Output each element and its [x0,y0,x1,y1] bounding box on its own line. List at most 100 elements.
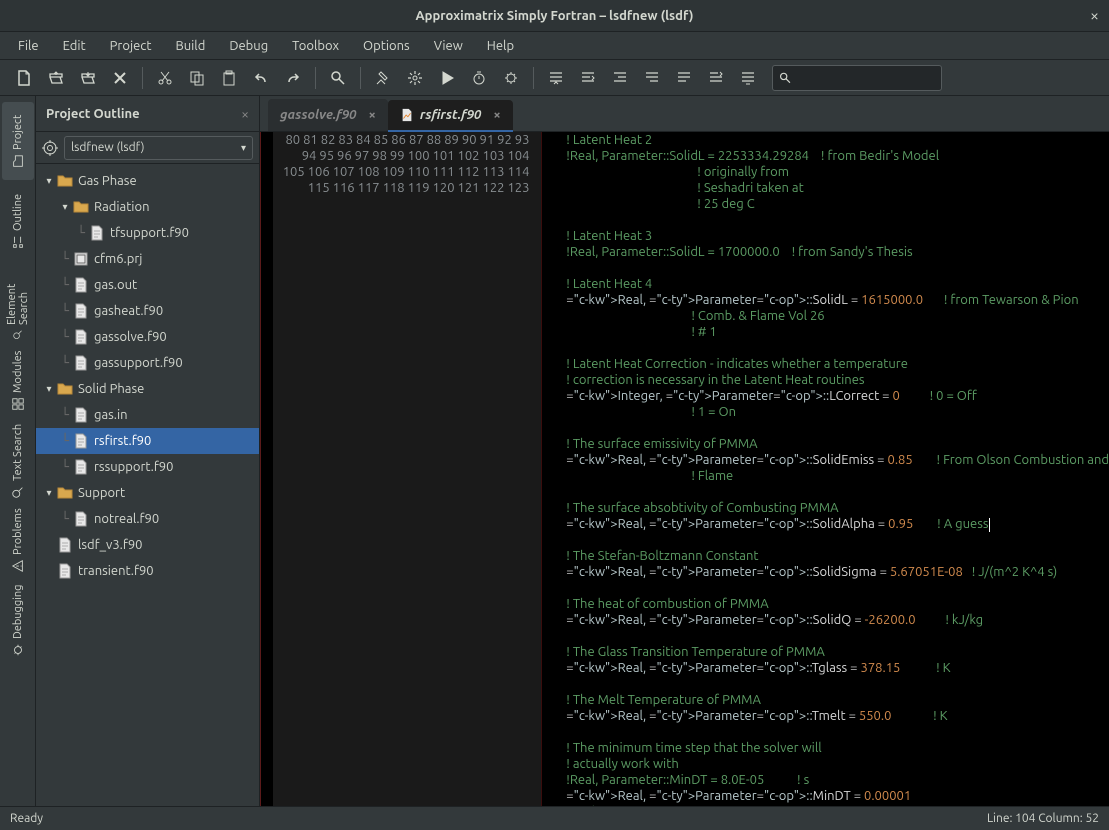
tree-file[interactable]: └gas.in [36,402,259,428]
tree-file[interactable]: transient.f90 [36,558,259,584]
project-select-label: lsdfnew (lsdf) [71,141,144,154]
menu-file[interactable]: File [8,36,49,56]
undo-button[interactable] [245,64,277,92]
project-select[interactable]: lsdfnew (lsdf) ▾ [64,136,253,160]
tree-label: Radiation [94,200,150,214]
tree-label: gasheat.f90 [94,304,163,318]
run-button[interactable] [431,64,463,92]
file-icon [72,250,90,268]
tree-file[interactable]: └tfsupport.f90 [36,220,259,246]
file-icon [72,302,90,320]
open-button[interactable] [40,64,72,92]
rail-tab-element-search[interactable]: Element Search [2,262,34,340]
menu-view[interactable]: View [424,36,473,56]
menu-options[interactable]: Options [353,36,420,56]
file-icon [72,432,90,450]
leftrail: ProjectOutlineElement SearchModulesText … [0,96,36,806]
rail-tab-text-search[interactable]: Text Search [2,422,34,500]
menu-toolbox[interactable]: Toolbox [282,36,349,56]
toolbar-search-input[interactable] [796,71,935,85]
tree-folder[interactable]: ▾Solid Phase [36,376,259,402]
tab-close-icon[interactable]: × [369,108,376,122]
tree-label: tfsupport.f90 [110,226,189,240]
tree-label: rssupport.f90 [94,460,173,474]
editor-tabs: gassolve.f90×rsfirst.f90× [260,96,1109,132]
tree-file[interactable]: └gassolve.f90 [36,324,259,350]
indent-5-button[interactable] [668,64,700,92]
folder-icon [72,198,90,216]
tab-close-icon[interactable]: × [493,108,500,122]
status-right: Line: 104 Column: 52 [987,812,1099,825]
tree-file[interactable]: └notreal.f90 [36,506,259,532]
debug-button[interactable] [495,64,527,92]
rail-tab-outline[interactable]: Outline [2,182,34,260]
file-icon [72,510,90,528]
tree-label: gas.out [94,278,137,292]
close-tab-button[interactable] [104,64,136,92]
menu-debug[interactable]: Debug [219,36,278,56]
tree-label: lsdf_v3.f90 [78,538,142,552]
toolbar-search[interactable] [772,65,942,91]
code-area[interactable]: 80 81 82 83 84 85 86 87 88 89 90 91 92 9… [260,132,1109,806]
rail-tab-project[interactable]: Project [2,102,34,180]
tree-file[interactable]: └rssupport.f90 [36,454,259,480]
file-icon [72,406,90,424]
editor-tab[interactable]: gassolve.f90× [268,99,388,131]
menu-build[interactable]: Build [165,36,215,56]
window-title: Approximatrix Simply Fortran – lsdfnew (… [416,9,694,23]
clean-button[interactable] [367,64,399,92]
paste-button[interactable] [213,64,245,92]
rail-tab-modules[interactable]: Modules [2,342,34,420]
line-gutter: 80 81 82 83 84 85 86 87 88 89 90 91 92 9… [273,132,540,806]
code-lines[interactable]: ! Latent Heat 2 !Real, Parameter::SolidL… [542,132,1109,806]
tree-label: gassupport.f90 [94,356,183,370]
tree-label: gassolve.f90 [94,330,167,344]
tree-folder[interactable]: ▾Support [36,480,259,506]
toolbar [0,60,1109,96]
menu-help[interactable]: Help [477,36,524,56]
menu-project[interactable]: Project [100,36,162,56]
folder-icon [56,484,74,502]
tree-label: Solid Phase [78,382,144,396]
indent-7-button[interactable] [732,64,764,92]
rail-tab-problems[interactable]: Problems [2,502,34,580]
menu-edit[interactable]: Edit [53,36,96,56]
cut-button[interactable] [149,64,181,92]
tree-file[interactable]: └gassupport.f90 [36,350,259,376]
file-icon [88,224,106,242]
file-icon [400,108,414,122]
sidebar-title: Project Outline [46,107,241,121]
tree-file[interactable]: └rsfirst.f90 [36,428,259,454]
menubar: FileEditProjectBuildDebugToolboxOptionsV… [0,32,1109,60]
tree-file[interactable]: lsdf_v3.f90 [36,532,259,558]
indent-6-button[interactable] [700,64,732,92]
tree-label: Support [78,486,125,500]
settings-button[interactable] [399,64,431,92]
tree-label: notreal.f90 [94,512,159,526]
save-button[interactable] [72,64,104,92]
redo-button[interactable] [277,64,309,92]
status-left: Ready [10,812,43,825]
target-icon[interactable] [42,140,58,156]
indent-2-button[interactable] [572,64,604,92]
indent-4-button[interactable] [636,64,668,92]
tree-folder[interactable]: ▾Gas Phase [36,168,259,194]
file-icon [72,328,90,346]
sidebar-close-icon[interactable]: × [241,106,249,122]
tree-file[interactable]: └gas.out [36,272,259,298]
indent-1-button[interactable] [540,64,572,92]
sidebar: Project Outline × lsdfnew (lsdf) ▾ ▾Gas … [36,96,260,806]
indent-3-button[interactable] [604,64,636,92]
file-icon [56,562,74,580]
tree-file[interactable]: └gasheat.f90 [36,298,259,324]
timer-button[interactable] [463,64,495,92]
rail-tab-debugging[interactable]: Debugging [2,582,34,660]
search-button[interactable] [322,64,354,92]
copy-button[interactable] [181,64,213,92]
close-icon[interactable]: × [1090,7,1099,25]
new-file-button[interactable] [8,64,40,92]
editor-tab[interactable]: rsfirst.f90× [388,100,513,132]
tree-file[interactable]: └cfm6.prj [36,246,259,272]
tree-folder[interactable]: ▾Radiation [36,194,259,220]
titlebar: Approximatrix Simply Fortran – lsdfnew (… [0,0,1109,32]
